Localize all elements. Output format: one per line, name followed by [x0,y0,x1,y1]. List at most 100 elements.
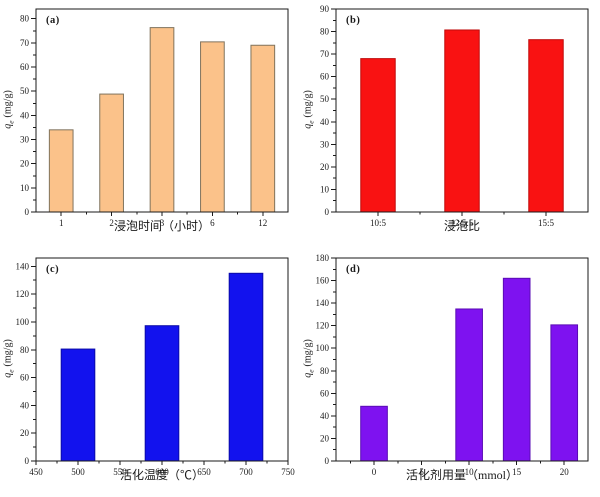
y-tick-label: 90 [320,4,330,14]
y-tick-label: 60 [20,373,30,383]
y-tick-label: 0 [25,207,30,217]
x-tick-label: 6 [210,218,215,228]
y-tick-label: 40 [320,117,330,127]
bar [149,27,175,213]
x-axis-label: 活化温度（℃） [119,468,204,482]
y-axis-variable: q [2,372,14,378]
x-tick-label: 1 [59,218,64,228]
x-tick-label: 20 [560,467,570,477]
y-tick-label: 0 [325,207,330,217]
panel-a: 0 10 20 30 40 50 60 70 80 1 2 3 6 12 (a) qe(mg/g) 浸泡时… [0,0,300,248]
x-tick-label: 650 [197,467,211,477]
bar [228,272,264,462]
y-axis-unit: (mg/g) [302,339,314,367]
y-tick-label: 120 [316,321,330,331]
y-tick-label: 120 [16,289,30,299]
bar [250,44,276,213]
x-axis-label: 活化剂用量（mmol） [405,468,518,482]
panel-b: 0 10 20 30 40 50 60 70 80 90 10:5 12.5:5 15:5 (b) qe… [300,0,600,248]
y-tick-label: 60 [320,72,330,82]
x-tick-label: 5 [419,467,424,477]
bar [502,277,531,462]
y-axis-variable: q [2,123,14,129]
panel-label-c: (c) [46,264,60,275]
y-axis-unit: (mg/g) [2,339,14,367]
x-tick-label: 600 [155,467,169,477]
x-tick-label: 10:5 [370,218,387,228]
y-tick-label: 40 [20,400,30,410]
bar [48,129,74,213]
y-axis-subscript: e [306,369,316,373]
chart-canvas-d: 0 20 40 60 80 100 120 140 160 180 0 5 10 15 20 [316,253,589,477]
x-tick-label: 450 [29,467,43,477]
y-tick-label: 20 [320,433,330,443]
y-axis-label: qe (mg/g) [301,45,316,175]
panel-c: 0 20 40 60 80 100 120 140 450 500 550 600 650 700 750 … [0,249,300,497]
chart-canvas-c: 0 20 40 60 80 100 120 140 450 500 550 600 650 700 750 [16,257,295,477]
bar [144,325,180,462]
bar [200,41,225,213]
y-tick-label: 60 [20,62,30,72]
y-tick-label: 30 [20,135,30,145]
bar [60,348,96,462]
y-tick-label: 70 [20,38,30,48]
panel-d: 0 20 40 60 80 100 120 140 160 180 0 5 10 15 20 (d) qe (… [300,249,600,497]
y-axis-variable: q [302,372,314,378]
y-axis-variable: q [302,123,314,129]
y-tick-label: 20 [20,428,30,438]
chart-canvas-b: 0 10 20 30 40 50 60 70 80 90 10:5 12.5:5 15:5 [320,4,589,228]
y-tick-label: 160 [316,276,330,286]
y-axis-unit: (mg/g) [302,90,314,118]
bar [99,93,124,213]
x-tick-label: 700 [239,467,253,477]
y-tick-label: 10 [320,184,330,194]
y-axis-label: qe (mg/g) [1,294,16,424]
panel-label-a: (a) [46,15,60,26]
x-tick-label: 15:5 [538,218,555,228]
y-tick-label: 100 [16,317,30,327]
y-tick-label: 60 [320,388,330,398]
y-tick-label: 40 [20,110,30,120]
y-axis-label: qe (mg/g) [1,45,16,175]
y-tick-label: 100 [316,343,330,353]
x-tick-label: 10 [465,467,475,477]
y-tick-label: 140 [16,261,30,271]
x-axis-label: 浸泡时间（小时） [113,219,210,233]
y-tick-label: 80 [20,14,30,24]
bar [360,58,396,213]
x-tick-label: 3 [160,218,165,228]
bar [528,39,564,213]
x-tick-label: 12.5:5 [451,218,474,228]
y-axis-subscript: e [6,369,16,373]
x-tick-label: 12 [258,218,267,228]
bar [444,29,480,213]
panel-label-b: (b) [346,15,361,26]
bar [360,405,388,462]
y-tick-label: 140 [316,298,330,308]
y-tick-label: 180 [316,253,330,263]
y-tick-label: 30 [320,139,330,149]
y-axis-unit: (mg/g) [2,90,14,118]
y-tick-label: 0 [325,456,330,466]
y-axis-subscript: e [306,120,316,124]
x-tick-label: 15 [512,467,522,477]
y-tick-label: 50 [320,94,330,104]
x-tick-label: 0 [372,467,377,477]
bar [550,324,579,462]
y-tick-label: 0 [25,456,30,466]
y-tick-label: 20 [20,159,30,169]
x-tick-label: 750 [281,467,295,477]
y-tick-label: 40 [320,411,330,421]
x-tick-label: 500 [71,467,85,477]
x-tick-label: 2 [109,218,114,228]
y-tick-label: 10 [20,183,30,193]
bar [455,308,483,462]
y-tick-label: 50 [20,86,30,96]
y-axis-label: qe (mg/g) [301,294,316,424]
panel-label-d: (d) [346,264,361,275]
y-tick-label: 20 [320,162,330,172]
y-tick-label: 70 [320,49,330,59]
y-axis-subscript: e [6,120,16,124]
